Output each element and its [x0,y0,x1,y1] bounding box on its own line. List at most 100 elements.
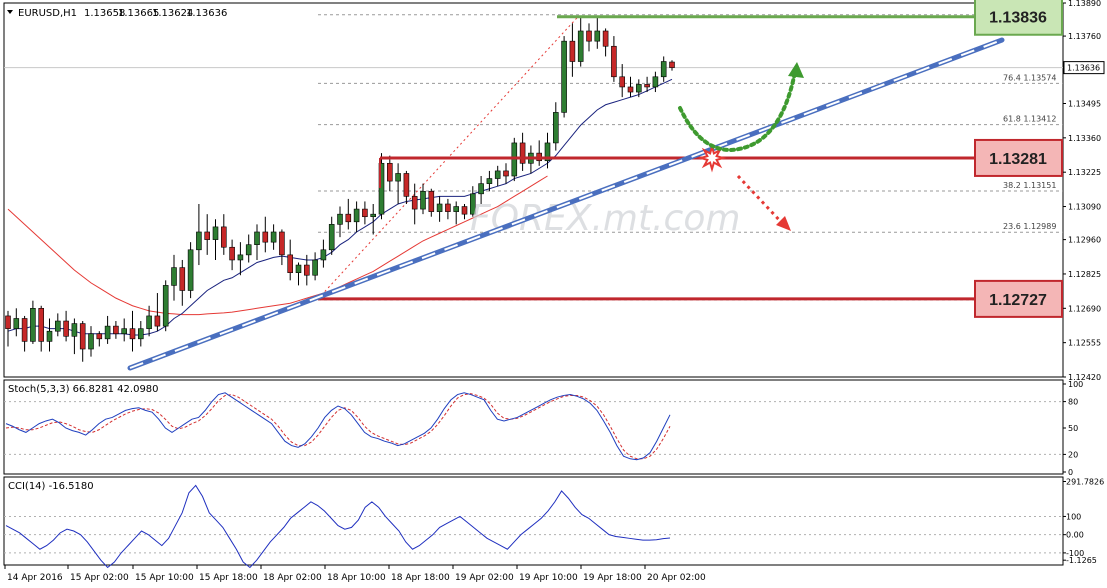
candle-body [627,86,634,93]
candle [129,310,136,352]
fib-label: 61.8 1.13412 [1003,115,1056,124]
candle-body [378,162,385,215]
bullish-path [678,70,797,153]
stochastic-axis: 100 80 50 20 0 [1063,380,1083,477]
fib-label: 38.2 1.13151 [1003,181,1056,190]
candle-body [187,249,194,291]
fib-label: 76.4 1.13574 [1003,73,1056,82]
time-tick-label: 18 Apr 10:00 [327,573,386,583]
candle [304,254,310,286]
candle-body [204,231,210,240]
candle-body [262,231,269,243]
trendline [127,37,1005,371]
quote-open: 1.13658 [84,8,125,19]
candle [370,203,376,235]
time-tick-label: 19 Apr 10:00 [519,573,578,583]
candle [204,214,210,255]
candle [553,102,559,151]
candle [63,310,69,342]
cci-tick-label: 291.7826 [1066,477,1104,486]
candle-body [129,328,136,340]
candle-body [594,30,601,42]
time-tick-label: 19 Apr 18:00 [583,573,642,583]
breakout-star-icon [697,143,727,173]
resistance-label: 1.13836 [989,10,1047,27]
price-levels: 1.13836 1.13281 1.12727 [318,0,1063,318]
cci-axis: 291.7826 100 0.00 -100-1.1265 [1063,477,1104,565]
candle [428,188,435,217]
price-tick-label: 1.12555 [1068,339,1101,348]
candle-body [154,315,161,327]
current-price-label: 1.13636 [1067,64,1100,73]
candle [569,23,576,77]
price-tick-label: 1.13225 [1068,168,1101,177]
resistance-rect [974,0,1063,36]
candle [212,219,219,260]
candle [21,315,28,352]
candle [519,132,526,171]
bullish-arrow-icon [788,62,804,78]
candle [453,201,459,225]
candle [138,321,144,347]
candle [353,201,360,232]
candle [237,242,244,276]
candle-body [237,254,244,261]
fib-label: 23.6 1.12989 [1003,222,1056,231]
time-tick-label: 15 Apr 18:00 [199,573,258,583]
candle [378,153,385,220]
candle-body [652,76,659,88]
candle-body [553,112,559,144]
candle-body [270,231,277,243]
candle [503,163,509,184]
stoch-tick-label: 80 [1068,398,1078,407]
candle-body [470,193,476,215]
candle-body [71,323,78,337]
cci-line [4,484,1063,569]
candle [13,308,20,337]
trendline-dash [129,39,1003,369]
candle-body [96,333,103,340]
candle-body [669,61,675,68]
candle-body [79,323,86,350]
candle-body [494,170,501,179]
candle [636,79,642,98]
candle [5,310,11,347]
price-tick-label: 1.12960 [1068,236,1101,245]
candle [619,64,625,98]
support-1-rect [974,138,1063,177]
candle [179,259,186,306]
quote-low: 1.13624 [152,8,193,19]
candle-body [387,162,393,182]
candle-body [13,318,20,329]
candle [146,305,152,337]
candle-body [353,208,360,223]
time-axis: 14 Apr 2016 15 Apr 02:00 15 Apr 10:00 15 Ap… [4,565,706,583]
candle [30,300,36,344]
resistance-box: 1.13836 [974,0,1063,36]
candle [320,239,327,268]
candle-body [295,264,302,273]
current-price-marker: 1.13636 [1063,61,1105,75]
candle-body [411,196,418,210]
candle [669,60,675,71]
candle [436,196,443,222]
stochastic-title: Stoch(5,3,3) 66.8281 42.0980 [8,384,159,395]
candle-body [104,325,111,340]
dropdown-arrow-icon[interactable] [7,10,13,14]
price-axis: 1.138901.137601.136251.134951.133601.132… [1063,0,1101,382]
candle [445,198,451,220]
candle-body [453,206,459,212]
support-2-rect [974,279,1063,318]
candle [561,36,567,118]
candle [337,206,343,238]
candle-body [304,264,310,276]
support-2-box: 1.12727 [974,279,1063,318]
candle [577,15,584,67]
candle [345,198,352,230]
candle-body [436,203,443,212]
candle [395,163,401,204]
candle [494,165,501,187]
candle [229,239,235,271]
candle-body [212,226,219,240]
candle [262,216,269,253]
